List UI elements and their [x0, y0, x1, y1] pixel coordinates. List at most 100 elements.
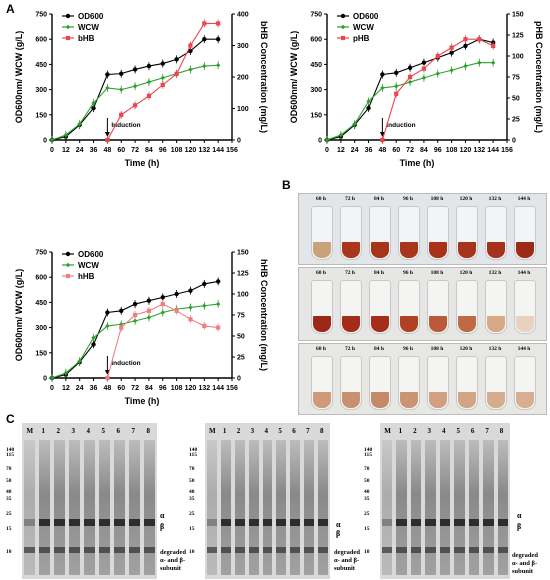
data-point	[119, 87, 124, 92]
induction-label: Induction	[111, 360, 140, 367]
tube-photo-3: 60 h 72 h 84 h 96 h 108 h 120 h 132 h 144 h	[298, 343, 547, 415]
tube	[340, 280, 362, 334]
beta-band	[483, 519, 494, 526]
y-right-tick-label: 0	[512, 138, 516, 145]
tube-liquid	[342, 242, 360, 258]
beta-band	[39, 519, 50, 526]
tube-liquid	[313, 242, 331, 258]
tube	[427, 206, 449, 260]
x-tick-label: 0	[50, 385, 54, 392]
x-tick-label: 48	[103, 385, 111, 392]
gel-lane-label: 5	[278, 427, 282, 435]
y-right-tick-label: 400	[237, 12, 249, 19]
data-point	[146, 79, 152, 85]
y-left-tick-label: 300	[35, 87, 47, 94]
tube-photo-1: 60 h 72 h 84 h 96 h 108 h 120 h 132 h 144 h	[298, 193, 547, 265]
data-point	[91, 100, 96, 106]
data-point	[91, 335, 96, 340]
tube-liquid	[313, 316, 331, 332]
y-right-tick-label: 0	[237, 376, 241, 383]
tube-liquid	[516, 316, 534, 332]
tube-liquid	[371, 316, 389, 332]
x-tick-label: 96	[159, 147, 167, 154]
tube-liquid	[400, 242, 418, 258]
x-tick-label: 108	[446, 147, 458, 154]
beta-band	[382, 519, 393, 526]
degraded-label: α- and β-	[160, 557, 186, 564]
degraded-band	[99, 547, 110, 553]
y-left-tick-label: 600	[35, 275, 47, 282]
data-point	[49, 137, 55, 143]
data-point	[449, 50, 454, 55]
tube-time-label: 144 h	[517, 270, 531, 276]
data-point	[132, 312, 138, 318]
beta-band	[129, 519, 140, 526]
tube	[369, 206, 391, 260]
data-point	[146, 63, 152, 69]
gel-lane	[24, 440, 35, 575]
beta-band	[454, 519, 465, 526]
tube-liquid	[429, 392, 447, 408]
data-point	[435, 53, 440, 59]
marker-kda-label: 140	[364, 447, 373, 453]
x-tick-label: 84	[145, 385, 153, 392]
tube	[311, 280, 333, 334]
tube-liquid	[458, 392, 476, 408]
chart-bhb: 0 12 24 36 48 60 72 84 96 108 120 132 144 156 0 150 300 4…	[14, 12, 269, 169]
data-point	[490, 60, 496, 65]
degraded-band	[483, 547, 494, 553]
x-tick-label: 120	[185, 147, 197, 154]
y-right-tick-label: 75	[237, 313, 245, 320]
data-point	[132, 103, 138, 108]
gel-lane	[304, 440, 315, 575]
data-point	[119, 308, 124, 313]
tube	[514, 280, 536, 334]
data-point	[407, 65, 413, 70]
degraded-band	[396, 547, 407, 553]
data-point	[366, 105, 371, 111]
legend-marker	[340, 24, 346, 30]
y-left-tick-label: 150	[310, 112, 322, 119]
gel-2	[205, 423, 330, 579]
data-point	[105, 323, 110, 329]
gel-lane-label: M	[26, 427, 34, 435]
beta-band	[425, 519, 436, 526]
marker-kda-label: 70	[6, 466, 12, 472]
gel-lane-label: 1	[222, 427, 227, 435]
marker-kda-label: 15	[364, 526, 370, 532]
alpha-label: α	[517, 511, 522, 520]
data-point	[146, 298, 152, 303]
y-left-tick-label: 0	[43, 376, 47, 383]
tube	[398, 356, 420, 410]
y-left-tick-label: 0	[318, 138, 322, 145]
data-point	[188, 67, 193, 72]
y-right-tick-label: 100	[512, 54, 524, 61]
beta-band	[248, 519, 259, 526]
data-point	[188, 43, 193, 48]
tube	[485, 356, 507, 410]
data-point	[119, 112, 124, 117]
beta-band	[304, 519, 315, 526]
tube	[485, 206, 507, 260]
gel-lane-label: 7	[306, 427, 310, 435]
gel-lane	[276, 440, 287, 575]
gel-lane-label: 3	[427, 427, 432, 435]
data-point	[477, 60, 482, 65]
data-point	[91, 105, 96, 111]
degraded-band	[220, 547, 231, 553]
x-tick-label: 72	[131, 385, 139, 392]
gel-lane-label: 5	[101, 427, 106, 435]
data-point	[132, 84, 138, 89]
y-right-tick-label: 200	[237, 75, 249, 82]
beta-band	[69, 519, 80, 526]
marker-kda-label: 50	[364, 478, 370, 484]
y-left-tick-label: 750	[310, 12, 322, 19]
y-left-tick-label: 750	[35, 12, 47, 19]
marker-kda-label: 40	[6, 489, 12, 495]
data-point	[202, 37, 207, 42]
degraded-label: degraded	[334, 549, 360, 556]
gel-lane	[114, 440, 125, 575]
data-point	[132, 67, 138, 72]
tube	[456, 356, 478, 410]
x-tick-label: 156	[226, 147, 238, 154]
